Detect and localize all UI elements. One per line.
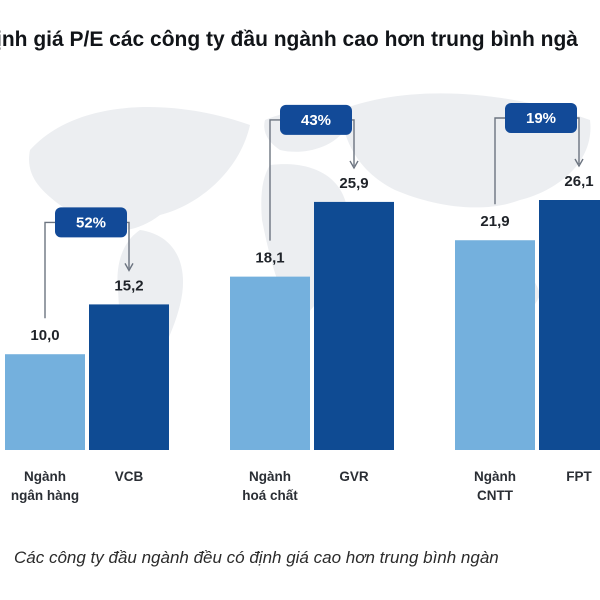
industry-category-label: CNTT xyxy=(477,488,514,503)
company-value-label: 15,2 xyxy=(114,277,143,294)
company-bar xyxy=(89,304,169,450)
industry-category-label: Ngành xyxy=(24,469,66,484)
industry-value-label: 18,1 xyxy=(255,250,284,267)
industry-category-label: Ngành xyxy=(249,469,291,484)
industry-category-label: hoá chất xyxy=(242,488,298,503)
bracket-line xyxy=(44,221,130,319)
company-category-label: GVR xyxy=(339,469,369,484)
bracket-arrowhead xyxy=(574,158,584,168)
industry-category-label: ngân hàng xyxy=(11,488,79,503)
premium-label: 43% xyxy=(301,112,331,129)
bracket-line xyxy=(494,117,580,205)
industry-bar xyxy=(5,354,85,450)
premium-badge xyxy=(505,103,577,133)
premium-badge xyxy=(55,207,127,238)
company-category-label: VCB xyxy=(115,469,144,484)
industry-value-label: 10,0 xyxy=(30,327,59,344)
industry-value-label: 21,9 xyxy=(480,213,509,230)
premium-label: 19% xyxy=(526,110,556,127)
company-value-label: 26,1 xyxy=(564,173,593,190)
bracket-line xyxy=(269,119,355,241)
chart-title: ịnh giá P/E các công ty đầu ngành cao hơ… xyxy=(0,28,578,51)
map-landmass xyxy=(29,107,250,231)
company-value-label: 25,9 xyxy=(339,175,368,192)
image-caption: Các công ty đầu ngành đều có định giá ca… xyxy=(14,548,499,567)
bracket-arrowhead xyxy=(124,263,134,272)
industry-bar xyxy=(455,240,535,450)
company-category-label: FPT xyxy=(566,469,592,484)
bracket-arrowhead xyxy=(349,160,359,170)
chart-marks: 10,0 15,2 52% Ngành ngân hàng VCB 18,1 25,9 43% N… xyxy=(5,103,600,503)
company-bar xyxy=(314,201,394,450)
premium-label: 52% xyxy=(76,214,106,231)
premium-badge xyxy=(280,104,352,135)
industry-bar xyxy=(230,276,310,450)
industry-category-label: Ngành xyxy=(474,469,516,484)
company-bar xyxy=(539,200,600,450)
